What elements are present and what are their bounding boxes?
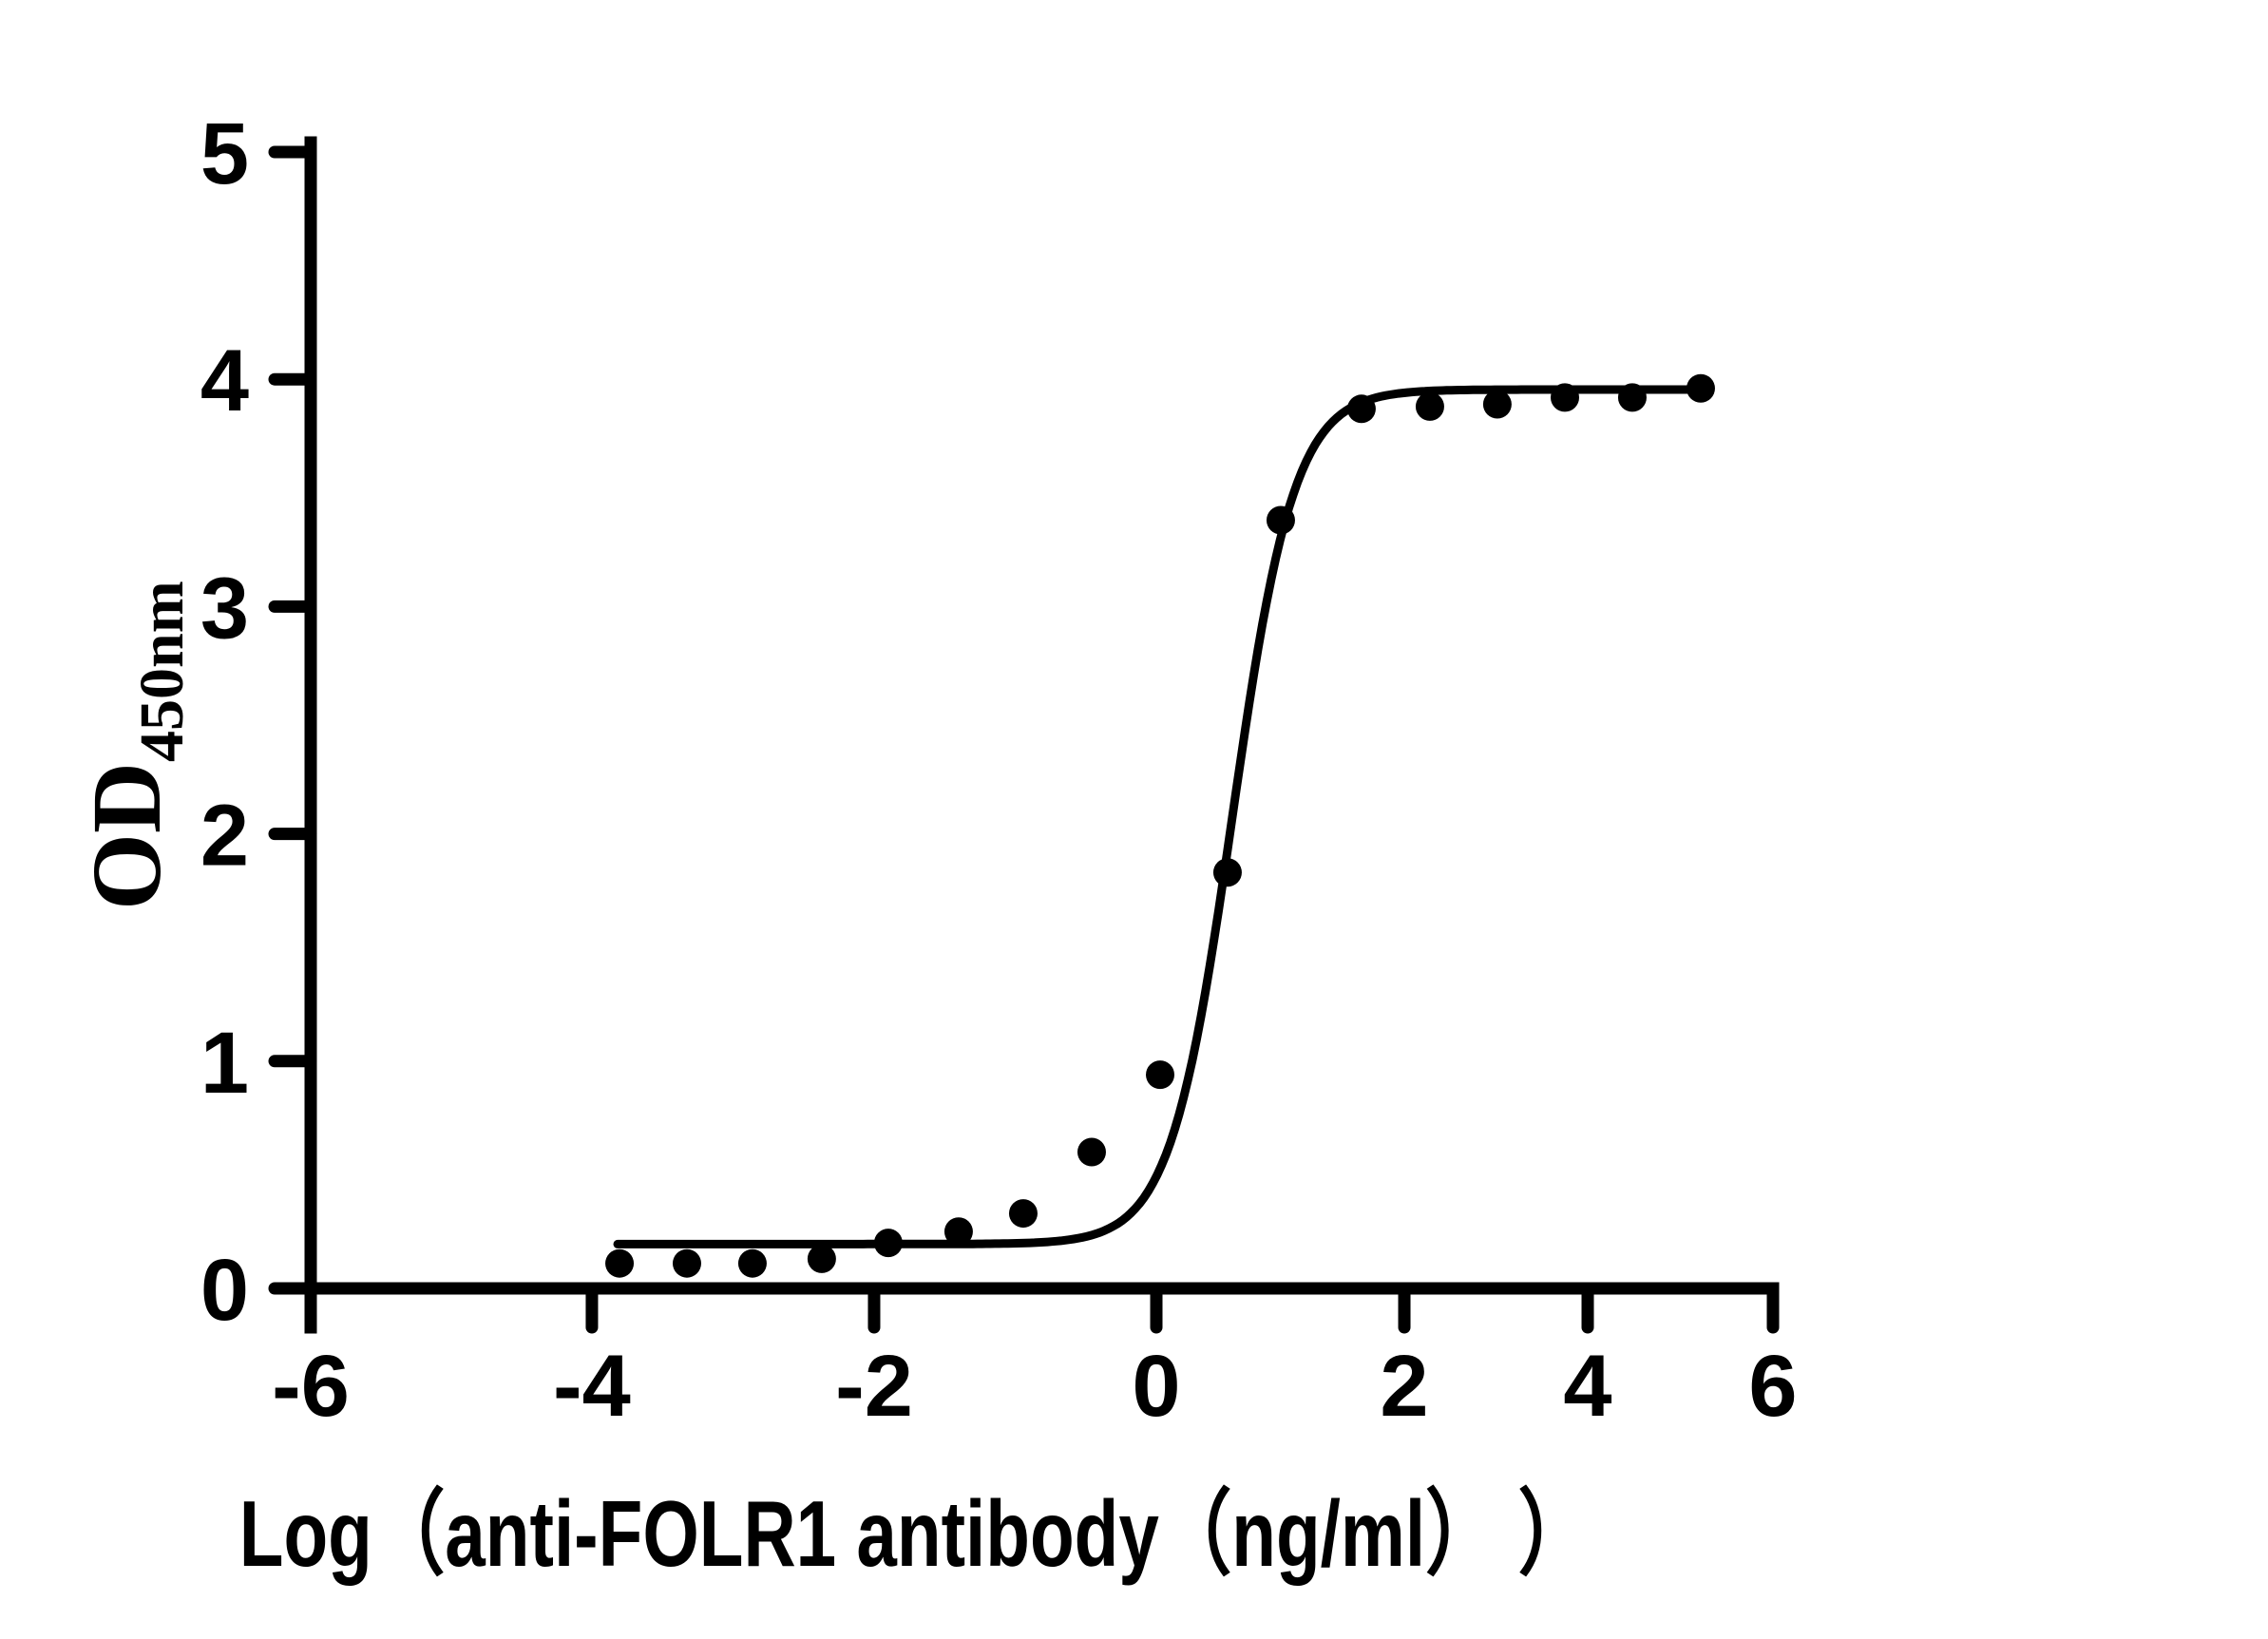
y-tick-label: 2 (200, 788, 249, 885)
data-point (1266, 505, 1295, 535)
data-point (605, 1248, 635, 1278)
data-point (1346, 394, 1376, 424)
x-axis-title: Log（anti-FOLR1 antibody（ng/ml） ） (239, 1481, 1591, 1586)
y-tick-label: 3 (200, 560, 249, 657)
data-point (1415, 391, 1444, 421)
data-point (1482, 390, 1512, 419)
data-point (807, 1244, 836, 1273)
data-point (1212, 858, 1242, 887)
data-point (943, 1217, 973, 1247)
data-point (672, 1248, 701, 1278)
y-axis-title-subscript: 450nm (127, 581, 197, 762)
data-point (1686, 373, 1715, 403)
x-tick-label: -4 (553, 1338, 631, 1435)
y-tick-label: 4 (200, 333, 249, 429)
axes (298, 136, 1780, 1334)
x-tick-label: 2 (1380, 1338, 1428, 1435)
data-points (605, 373, 1715, 1278)
axis-lines (298, 136, 1780, 1334)
axis-ticks (268, 145, 1780, 1334)
x-tick-label: 0 (1132, 1338, 1180, 1435)
data-point (737, 1248, 767, 1278)
data-point (873, 1229, 903, 1258)
fit-curve (613, 385, 1702, 1248)
y-axis-title: OD450nm (72, 581, 197, 910)
data-point (1008, 1199, 1038, 1229)
axis-tick-labels: 0 1 2 3 4 5 -6 -4 -2 0 2 4 6 (200, 105, 1798, 1435)
y-tick-label: 0 (200, 1242, 249, 1339)
sigmoid-curve-path (613, 385, 1702, 1248)
x-tick-label: 6 (1748, 1338, 1797, 1435)
y-axis-title-main: OD (72, 762, 181, 910)
data-point (1617, 383, 1647, 412)
data-point (1146, 1060, 1175, 1090)
x-tick-label: 4 (1563, 1338, 1611, 1435)
y-tick-label: 1 (200, 1015, 249, 1112)
y-tick-label: 5 (200, 105, 249, 202)
x-tick-label: -6 (272, 1338, 350, 1435)
x-tick-label: -2 (835, 1338, 913, 1435)
data-point (1551, 383, 1580, 412)
data-point (1077, 1137, 1106, 1167)
